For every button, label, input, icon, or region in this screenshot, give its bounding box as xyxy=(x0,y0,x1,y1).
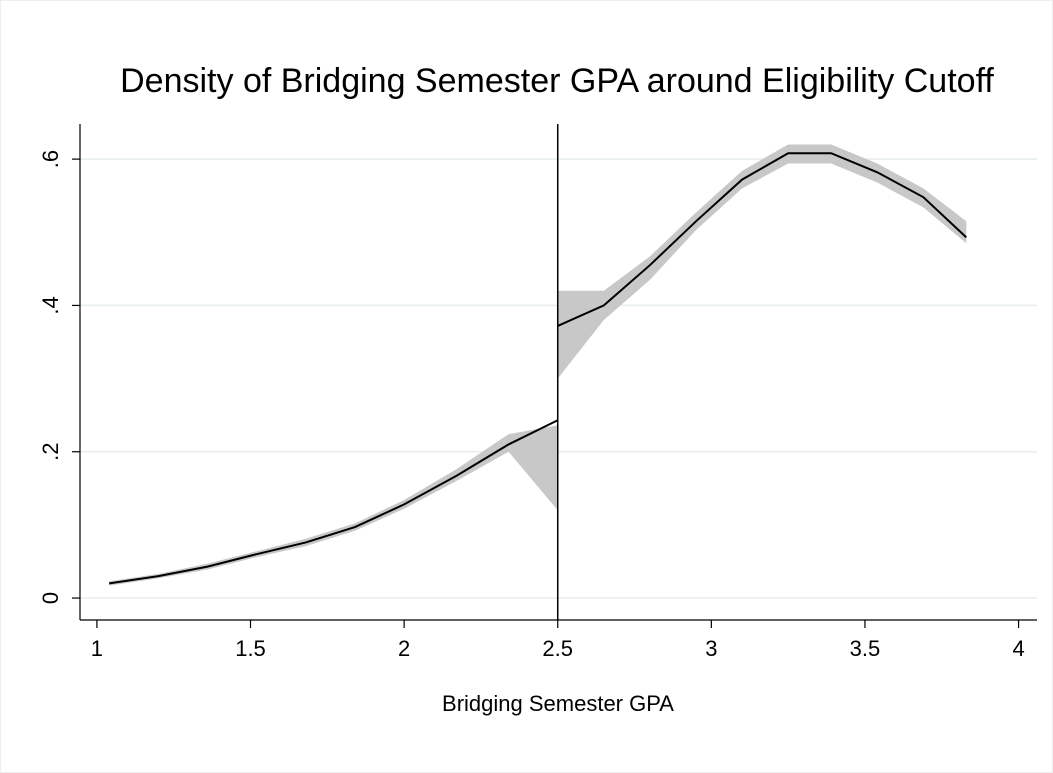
y-tick-label: .2 xyxy=(38,443,63,461)
x-tick-label: 3.5 xyxy=(850,636,881,661)
x-tick-label: 4 xyxy=(1012,636,1024,661)
x-tick-label: 3 xyxy=(705,636,717,661)
x-tick-label: 2 xyxy=(398,636,410,661)
density-line xyxy=(557,152,968,327)
x-axis-label: Bridging Semester GPA xyxy=(442,691,674,716)
y-tick-label: .4 xyxy=(38,296,63,314)
y-tick-label: 0 xyxy=(38,592,63,604)
x-tick-label: 1 xyxy=(91,636,103,661)
x-tick-label: 1.5 xyxy=(235,636,266,661)
density-line xyxy=(109,419,559,585)
x-tick-label: 2.5 xyxy=(542,636,573,661)
y-tick-label: .6 xyxy=(38,150,63,168)
chart-title: Density of Bridging Semester GPA around … xyxy=(120,62,994,100)
